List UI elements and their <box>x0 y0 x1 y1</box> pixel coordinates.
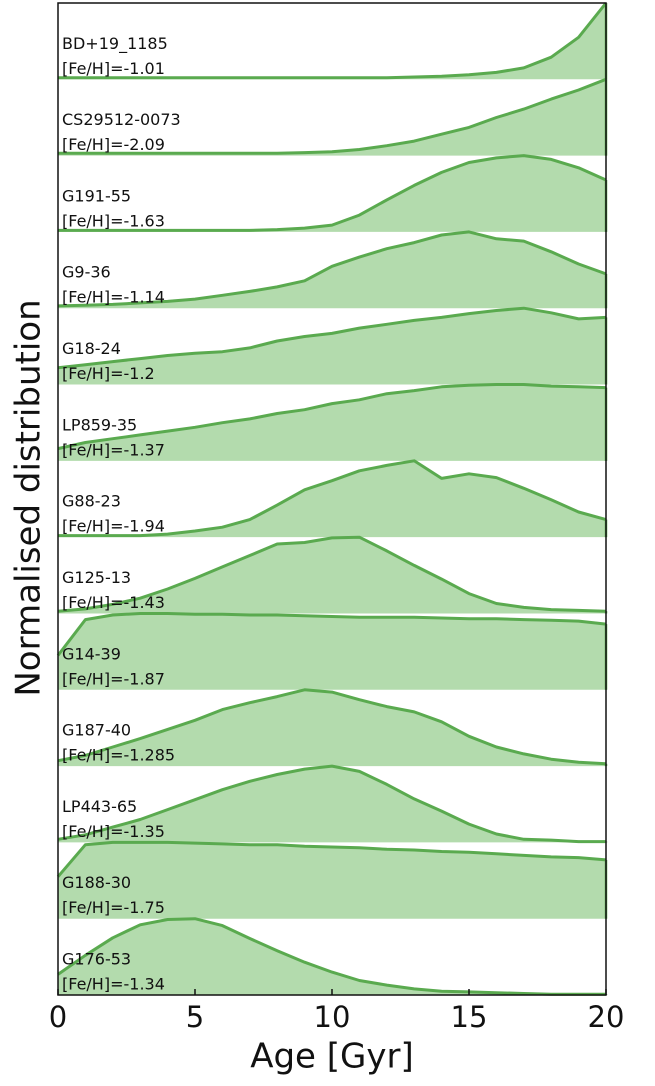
series-metallicity: [Fe/H]=-1.2 <box>62 364 155 383</box>
area <box>58 766 606 843</box>
series-metallicity: [Fe/H]=-1.285 <box>62 746 175 765</box>
series-metallicity: [Fe/H]=-1.63 <box>62 211 165 230</box>
area <box>58 384 606 461</box>
series-name: LP859-35 <box>62 415 137 434</box>
series-metallicity: [Fe/H]=-1.37 <box>62 440 165 459</box>
line <box>57 764 606 844</box>
series-metallicity: [Fe/H]=-1.35 <box>62 822 165 841</box>
series-metallicity: [Fe/H]=-2.09 <box>62 135 165 154</box>
line <box>57 535 607 613</box>
y-axis-label: Normalised distribution <box>9 299 49 696</box>
line <box>57 688 607 766</box>
line <box>58 77 607 155</box>
line <box>57 306 607 370</box>
series-metallicity: [Fe/H]=-1.01 <box>62 59 165 78</box>
series-name: G187-40 <box>62 721 131 740</box>
series-metallicity: [Fe/H]=-1.43 <box>62 593 165 612</box>
area <box>58 308 606 385</box>
series-name: G191-55 <box>62 186 131 205</box>
x-tick-label: 0 <box>49 1000 67 1034</box>
series-name: G125-13 <box>62 568 131 587</box>
area <box>58 3 606 80</box>
series-name: LP443-65 <box>62 797 137 816</box>
line <box>58 2 608 80</box>
series-name: G14-39 <box>62 644 121 663</box>
series-metallicity: [Fe/H]=-1.94 <box>62 517 165 536</box>
x-tick-label: 5 <box>186 1000 204 1034</box>
series-name: G18-24 <box>62 339 121 358</box>
series-metallicity: [Fe/H]=-1.75 <box>62 898 165 917</box>
area <box>58 842 606 919</box>
line <box>56 612 607 657</box>
area <box>58 918 606 995</box>
series-name: G188-30 <box>62 873 131 892</box>
series-name: G9-36 <box>62 263 111 282</box>
line <box>58 154 607 232</box>
line <box>57 383 607 451</box>
line <box>57 230 607 308</box>
area <box>58 231 606 309</box>
series-name: G88-23 <box>62 492 121 511</box>
x-axis-label: Age [Gyr] <box>250 1037 414 1077</box>
area <box>58 460 606 538</box>
line <box>57 917 606 996</box>
area <box>58 79 606 156</box>
line <box>58 459 607 538</box>
x-tick-label: 20 <box>588 1000 625 1034</box>
x-tick-label: 15 <box>451 1000 488 1034</box>
area <box>58 689 606 767</box>
area <box>58 155 606 232</box>
series-name: G176-53 <box>62 950 131 969</box>
x-tick-label: 10 <box>314 1000 351 1034</box>
series-name: CS29512-0073 <box>62 110 181 129</box>
line <box>56 840 607 878</box>
series-metallicity: [Fe/H]=-1.14 <box>62 288 165 307</box>
area <box>58 613 606 690</box>
series-metallicity: [Fe/H]=-1.34 <box>62 975 165 994</box>
series-name: BD+19_1185 <box>62 34 168 54</box>
series-metallicity: [Fe/H]=-1.87 <box>62 669 165 688</box>
